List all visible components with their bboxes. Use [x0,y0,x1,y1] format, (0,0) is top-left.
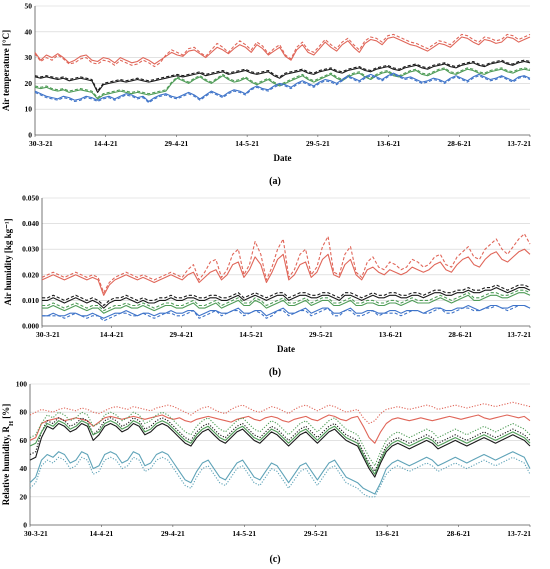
series-line [29,456,531,498]
series-line [29,420,531,475]
x-tick-label: 13-6-21 [377,139,401,148]
y-tick-label: 80 [20,408,28,417]
x-tick-label: 29-4-21 [165,139,189,148]
chart-panel-c: 0 20 40 60 80 100 30-3-21 14-4-21 29-4-21 14-5-21… [1,380,531,566]
x-tick-label: 30-3-21 [24,529,48,538]
y-tick-label: 0.030 [22,245,39,254]
series-line [42,292,531,314]
series-line [41,248,531,296]
y-tick-label: 20 [20,492,28,501]
series-line [34,68,531,100]
y-axis-label-text: Relative humidity, R [1,426,11,506]
series-line [34,67,531,99]
x-axis-label: Date [277,344,295,354]
x-tick-label: 29-4-21 [161,529,185,538]
chart-panel-b: 0.000 0.010 0.020 0.030 0.040 0.050 30-3-21 14-… [3,194,531,379]
x-tick-label: 13-7-21 [507,330,531,339]
series-line [42,287,531,309]
y-tick-label: 0.000 [22,322,39,331]
x-tick-label: 29-5-21 [306,139,330,148]
y-axis-label-subscript: H [8,421,15,426]
panel-label: (c) [269,554,280,565]
y-tick-label: 0.010 [22,296,39,305]
series-line [42,304,531,319]
y-axis-label: Air humidity [kg kg⁻¹] [3,218,13,305]
series-line [41,233,531,294]
series-line [42,289,531,312]
x-tick-label: 14-5-21 [235,139,259,148]
y-axis-label-text: Air temperature [°C] [1,30,11,111]
y-tick-label: 100 [16,380,28,389]
series-line [34,60,531,93]
y-tick-label: 0.040 [22,219,39,228]
series-line [34,36,531,65]
y-tick-label: 20 [25,79,33,88]
series-line [29,411,531,467]
x-tick-label: 14-5-21 [232,529,256,538]
y-tick-label: 0.050 [22,194,39,203]
series-line [29,422,531,478]
series-line [29,414,531,444]
x-tick-label: 28-6-21 [447,139,471,148]
y-axis-label-unit: [%] [1,404,11,421]
y-tick-label: 50 [25,2,33,11]
series-line [34,33,531,68]
x-tick-label: 13-7-21 [507,529,531,538]
panel-label: (b) [269,367,281,378]
x-tick-label: 29-5-21 [309,330,333,339]
series-line [42,304,531,322]
y-tick-label: 40 [25,27,33,36]
y-tick-label: 10 [25,105,33,114]
y-tick-label: 60 [20,436,28,445]
y-tick-label: 0 [23,521,27,530]
y-axis-label: Relative humidity, RH [%] [1,404,15,506]
x-tick-label: 28-6-21 [448,330,472,339]
series-line [42,284,531,307]
series-line [29,417,531,472]
x-tick-label: 30-3-21 [36,330,60,339]
y-tick-label: 0 [28,131,32,140]
series-line [29,401,531,425]
x-tick-label: 14-4-21 [90,529,114,538]
y-tick-label: 40 [20,464,28,473]
x-tick-label: 14-5-21 [239,330,263,339]
x-tick-label: 13-6-21 [379,330,403,339]
panel-label: (a) [269,176,281,187]
x-tick-label: 13-6-21 [375,529,399,538]
series-line [34,73,531,104]
y-axis-label-text: Air humidity [kg kg⁻¹] [3,218,13,305]
x-tick-label: 28-6-21 [447,529,471,538]
y-axis-label: Air temperature [°C] [1,30,11,111]
x-tick-label: 14-4-21 [100,330,124,339]
x-tick-label: 29-4-21 [170,330,194,339]
series-line [34,59,531,92]
y-tick-label: 30 [25,53,33,62]
x-axis-label: Date [274,153,292,163]
x-tick-label: 30-3-21 [29,139,53,148]
x-tick-label: 14-4-21 [94,139,118,148]
y-tick-label: 0.020 [22,270,39,279]
series-line [29,451,531,495]
series-line [34,72,531,103]
x-tick-label: 13-7-21 [507,139,531,148]
x-tick-label: 29-5-21 [304,529,328,538]
chart-panel-a: 0 10 20 30 40 50 30-3-21 14-4-21 29-4-21 14-5-21 2… [1,2,531,188]
